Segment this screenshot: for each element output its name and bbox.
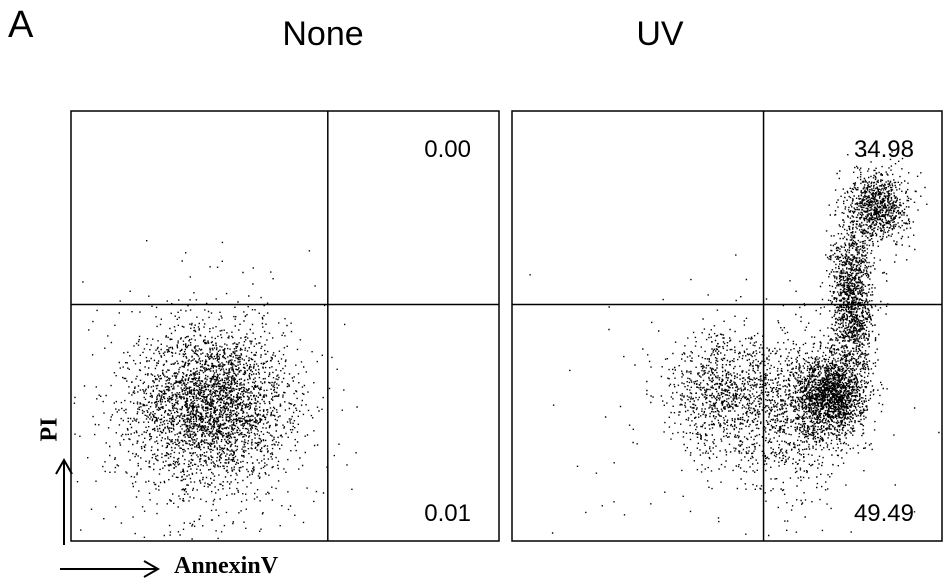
chart-title-none: None [282,15,364,53]
y-axis-arrow [55,457,73,545]
y-axis-label: PI [36,417,63,442]
scatter-plot-uv: 34.98 49.49 [511,110,943,542]
scatter-points [529,151,940,537]
scatter-plot-none: 0.00 0.01 [70,110,500,542]
quadrant-value-lower-right: 0.01 [424,500,471,527]
chart-title-uv: UV [636,15,684,53]
quadrant-value-upper-right: 34.98 [854,136,914,163]
x-axis-label: AnnexinV [174,553,279,579]
plot-frame [70,110,500,542]
scatter-plot-uv-svg: 34.98 49.49 [511,110,943,542]
panel-letter: A [8,4,34,46]
quadrant-value-lower-right: 49.49 [854,500,914,527]
quadrant-value-upper-right: 0.00 [424,136,471,163]
scatter-plot-none-svg: 0.00 0.01 [70,110,500,542]
x-axis-label-group: AnnexinV [60,553,320,587]
scatter-points [73,240,358,540]
y-axis-label-group: PI [20,390,80,550]
plot-frame [511,110,943,542]
x-axis-arrow [60,560,161,578]
